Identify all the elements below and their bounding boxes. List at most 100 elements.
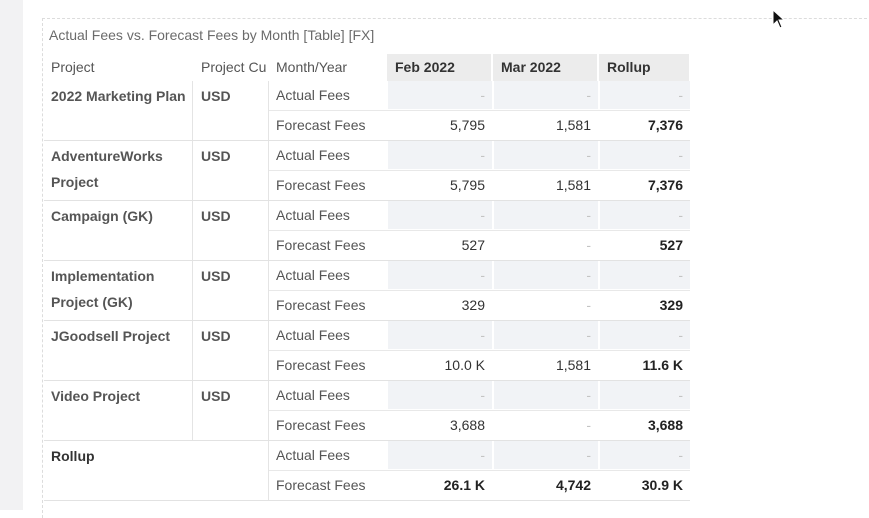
project-currency: USD — [201, 148, 231, 164]
row-label-forecast: Forecast Fees — [276, 117, 366, 133]
cell-mar[interactable]: - — [494, 141, 598, 169]
cell-rollup[interactable]: 329 — [659, 297, 683, 313]
row-label-actual: Actual Fees — [276, 147, 350, 163]
left-scroll-strip — [0, 0, 23, 510]
cell-feb[interactable]: - — [388, 321, 492, 349]
row-label-forecast: Forecast Fees — [276, 477, 366, 493]
row-label-actual: Actual Fees — [276, 387, 350, 403]
cell-rollup[interactable]: - — [600, 441, 690, 469]
cell-rollup[interactable]: - — [600, 201, 690, 229]
cell-rollup[interactable]: - — [600, 261, 690, 289]
cell-feb[interactable]: 10.0 K — [444, 357, 485, 373]
cell-mar[interactable]: - — [586, 297, 591, 313]
table-row-actual: Actual Fees - - - — [269, 441, 690, 471]
project-name[interactable]: Campaign (GK) — [51, 208, 153, 224]
project-currency: USD — [201, 388, 231, 404]
cell-mar[interactable]: 4,742 — [555, 477, 591, 493]
report-title: Actual Fees vs. Forecast Fees by Month [… — [49, 27, 375, 43]
row-label-forecast: Forecast Fees — [276, 357, 366, 373]
table-row-actual: Actual Fees - - - — [269, 261, 690, 291]
row-label-actual: Actual Fees — [276, 207, 350, 223]
project-currency: USD — [201, 208, 231, 224]
cell-mar[interactable]: - — [494, 81, 598, 109]
cell-mar[interactable]: 1,581 — [555, 177, 591, 193]
cell-mar[interactable]: - — [586, 237, 591, 253]
cell-mar[interactable]: - — [586, 417, 591, 433]
cell-feb[interactable]: - — [388, 381, 492, 409]
table-row-forecast: Forecast Fees 5,795 1,581 7,376 — [269, 171, 690, 200]
cell-rollup[interactable]: 11.6 K — [642, 357, 683, 373]
table-row-actual: Actual Fees - - - — [269, 381, 690, 411]
cell-mar[interactable]: 1,581 — [555, 357, 591, 373]
cell-mar[interactable]: - — [494, 381, 598, 409]
cell-feb[interactable]: 5,795 — [449, 117, 485, 133]
project-name[interactable]: JGoodsell Project — [51, 328, 171, 344]
cell-rollup[interactable]: - — [600, 81, 690, 109]
column-header-month-year[interactable]: Month/Year — [276, 59, 348, 75]
fees-table: 2022 Marketing Plan USD Actual Fees - - … — [44, 81, 690, 501]
row-label-forecast: Forecast Fees — [276, 297, 366, 313]
cell-feb[interactable]: - — [388, 261, 492, 289]
column-header-feb-2022[interactable]: Feb 2022 — [387, 54, 491, 81]
cell-feb[interactable]: - — [388, 81, 492, 109]
cell-rollup[interactable]: 3,688 — [647, 417, 683, 433]
table-row-forecast: Forecast Fees 26.1 K 4,742 30.9 K — [269, 471, 690, 500]
row-label-actual: Actual Fees — [276, 87, 350, 103]
table-row-forecast: Forecast Fees 329 - 329 — [269, 291, 690, 320]
cell-feb[interactable]: 26.1 K — [443, 477, 485, 493]
project-name[interactable]: AdventureWorks Project — [51, 148, 163, 190]
table-row-group: 2022 Marketing Plan USD Actual Fees - - … — [44, 81, 690, 141]
project-currency: USD — [201, 328, 231, 344]
row-label-actual: Actual Fees — [276, 327, 350, 343]
mouse-cursor-icon — [772, 9, 786, 29]
project-name[interactable]: Video Project — [51, 388, 141, 404]
table-row-forecast: Forecast Fees 5,795 1,581 7,376 — [269, 111, 690, 140]
cell-feb[interactable]: 329 — [461, 297, 485, 313]
table-row-group: Video Project USD Actual Fees - - - Fore… — [44, 381, 690, 441]
cell-mar[interactable]: 1,581 — [555, 117, 591, 133]
column-header-project-currency[interactable]: Project Cu — [201, 59, 267, 75]
project-name[interactable]: 2022 Marketing Plan — [51, 88, 186, 104]
row-label-forecast: Forecast Fees — [276, 237, 366, 253]
cell-feb[interactable]: - — [388, 141, 492, 169]
cell-feb[interactable]: 3,688 — [449, 417, 485, 433]
table-row-group: JGoodsell Project USD Actual Fees - - - … — [44, 321, 690, 381]
cell-mar[interactable]: - — [494, 321, 598, 349]
column-header-mar-2022[interactable]: Mar 2022 — [493, 54, 597, 81]
cell-rollup[interactable]: - — [600, 141, 690, 169]
table-row-group-rollup: Rollup Actual Fees - - - Forecast Fees 2… — [44, 441, 690, 501]
table-row-forecast: Forecast Fees 10.0 K 1,581 11.6 K — [269, 351, 690, 380]
column-header-project[interactable]: Project — [51, 59, 95, 75]
cell-rollup[interactable]: 7,376 — [647, 117, 683, 133]
column-header-rollup[interactable]: Rollup — [599, 54, 689, 81]
project-currency: USD — [201, 88, 231, 104]
table-row-actual: Actual Fees - - - — [269, 141, 690, 171]
table-row-forecast: Forecast Fees 3,688 - 3,688 — [269, 411, 690, 440]
project-name[interactable]: Implementation Project (GK) — [51, 268, 155, 310]
cell-rollup[interactable]: 7,376 — [647, 177, 683, 193]
table-row-group: Campaign (GK) USD Actual Fees - - - Fore… — [44, 201, 690, 261]
cell-rollup[interactable]: - — [600, 381, 690, 409]
cell-mar[interactable]: - — [494, 261, 598, 289]
table-row-group: AdventureWorks Project USD Actual Fees -… — [44, 141, 690, 201]
table-row-forecast: Forecast Fees 527 - 527 — [269, 231, 690, 260]
cell-mar[interactable]: - — [494, 201, 598, 229]
cell-mar[interactable]: - — [494, 441, 598, 469]
cell-rollup[interactable]: - — [600, 321, 690, 349]
table-row-group: Implementation Project (GK) USD Actual F… — [44, 261, 690, 321]
cell-feb[interactable]: 527 — [461, 237, 485, 253]
table-row-actual: Actual Fees - - - — [269, 81, 690, 111]
row-label-actual: Actual Fees — [276, 267, 350, 283]
row-label-forecast: Forecast Fees — [276, 417, 366, 433]
cell-rollup[interactable]: 527 — [659, 237, 683, 253]
table-row-actual: Actual Fees - - - — [269, 201, 690, 231]
cell-feb[interactable]: 5,795 — [449, 177, 485, 193]
cell-rollup[interactable]: 30.9 K — [641, 477, 683, 493]
report-panel — [42, 18, 869, 518]
rollup-label[interactable]: Rollup — [51, 448, 95, 464]
row-label-actual: Actual Fees — [276, 447, 350, 463]
cell-feb[interactable]: - — [388, 201, 492, 229]
row-label-forecast: Forecast Fees — [276, 177, 366, 193]
project-currency: USD — [201, 268, 231, 284]
cell-feb[interactable]: - — [388, 441, 492, 469]
